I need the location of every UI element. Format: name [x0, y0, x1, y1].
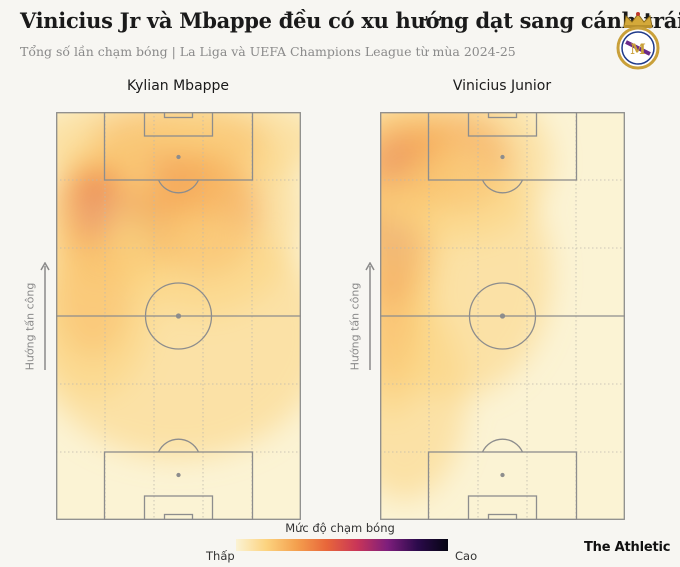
center-spot — [499, 313, 506, 319]
penalty-arc-top — [157, 179, 200, 194]
goal-bottom — [163, 513, 194, 520]
real-madrid-crest-icon: M — [616, 12, 660, 70]
penalty-area-top — [427, 112, 578, 181]
page-subtitle: Tổng số lần chạm bóng | La Liga và UEFA … — [20, 44, 516, 59]
goal-top — [163, 112, 194, 119]
center-spot — [175, 313, 182, 319]
penalty-spot-top — [500, 154, 505, 160]
penalty-spot-bottom — [176, 472, 181, 478]
svg-text:M: M — [630, 42, 646, 58]
legend-high-label: Cao — [455, 549, 478, 563]
penalty-arc-bottom — [157, 438, 200, 453]
goal-area-bottom — [143, 495, 214, 520]
heat-hotspot — [56, 214, 301, 459]
goal-bottom — [487, 513, 518, 520]
heat-hotspot — [380, 295, 466, 500]
center-circle — [468, 282, 537, 350]
page-title: Vinicius Jr và Mbappe đều có xu hướng dạ… — [20, 8, 680, 33]
penalty-area-top — [103, 112, 254, 181]
goal-area-top — [467, 112, 538, 137]
attack-direction-arrow-right — [365, 262, 375, 370]
brand-logo: The Athletic — [584, 540, 671, 555]
goal-area-bottom — [467, 495, 538, 520]
legend-gradient — [236, 539, 448, 551]
penalty-spot-bottom — [500, 472, 505, 478]
goal-area-top — [143, 112, 214, 137]
attack-direction-label-left: Hướng tấn công — [23, 282, 37, 371]
legend-title: Mức độ chạm bóng — [285, 521, 395, 535]
legend-low-label: Thấp — [206, 549, 235, 563]
penalty-spot-top — [176, 154, 181, 160]
center-circle — [144, 282, 213, 350]
penalty-area-bottom — [427, 451, 578, 520]
heatmap-pitch-mbappe — [56, 112, 301, 520]
penalty-arc-top — [481, 179, 524, 194]
legend-color-bar — [236, 539, 448, 551]
goal-top — [487, 112, 518, 119]
penalty-arc-bottom — [481, 438, 524, 453]
penalty-area-bottom — [103, 451, 254, 520]
pitch-title-vinicius: Vinicius Junior — [452, 78, 552, 94]
pitch-title-mbappe: Kylian Mbappe — [126, 78, 230, 94]
attack-direction-arrow-left — [40, 262, 50, 370]
attack-direction-label-right: Hướng tấn công — [348, 282, 362, 371]
heatmap-pitch-vinicius — [380, 112, 625, 520]
